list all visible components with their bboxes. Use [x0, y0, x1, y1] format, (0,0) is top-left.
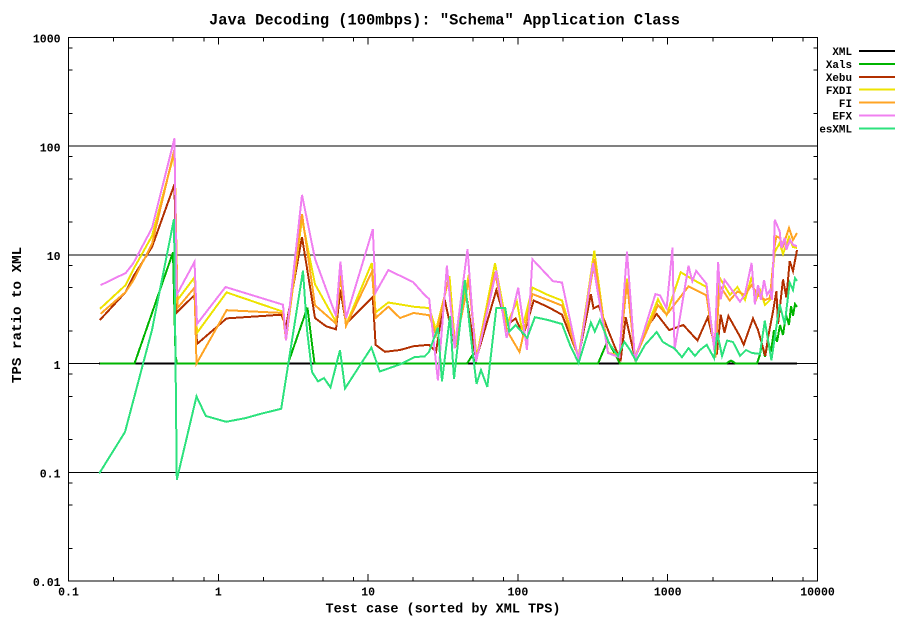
- svg-text:TPS ratio to XML: TPS ratio to XML: [10, 247, 26, 383]
- svg-text:10000: 10000: [800, 587, 835, 600]
- svg-text:0.1: 0.1: [58, 587, 79, 600]
- svg-text:1000: 1000: [654, 587, 682, 600]
- svg-text:0.1: 0.1: [40, 469, 61, 482]
- svg-text:100: 100: [40, 142, 61, 155]
- svg-text:Xals: Xals: [826, 60, 852, 72]
- svg-text:XML: XML: [832, 47, 852, 59]
- svg-text:10: 10: [361, 587, 375, 600]
- svg-text:esXML: esXML: [819, 125, 852, 137]
- svg-text:Java Decoding (100mbps): "Sche: Java Decoding (100mbps): "Schema" Applic…: [209, 12, 680, 30]
- svg-text:Xebu: Xebu: [826, 73, 852, 85]
- svg-text:1: 1: [215, 587, 222, 600]
- svg-text:FI: FI: [839, 99, 852, 111]
- svg-text:EFX: EFX: [832, 112, 852, 124]
- svg-text:100: 100: [508, 587, 529, 600]
- svg-text:10: 10: [47, 251, 61, 264]
- svg-text:1000: 1000: [33, 34, 61, 47]
- svg-text:FXDI: FXDI: [826, 86, 852, 98]
- svg-text:0.01: 0.01: [33, 577, 61, 590]
- svg-text:1: 1: [54, 360, 61, 373]
- svg-text:Test case (sorted by XML TPS): Test case (sorted by XML TPS): [326, 603, 561, 618]
